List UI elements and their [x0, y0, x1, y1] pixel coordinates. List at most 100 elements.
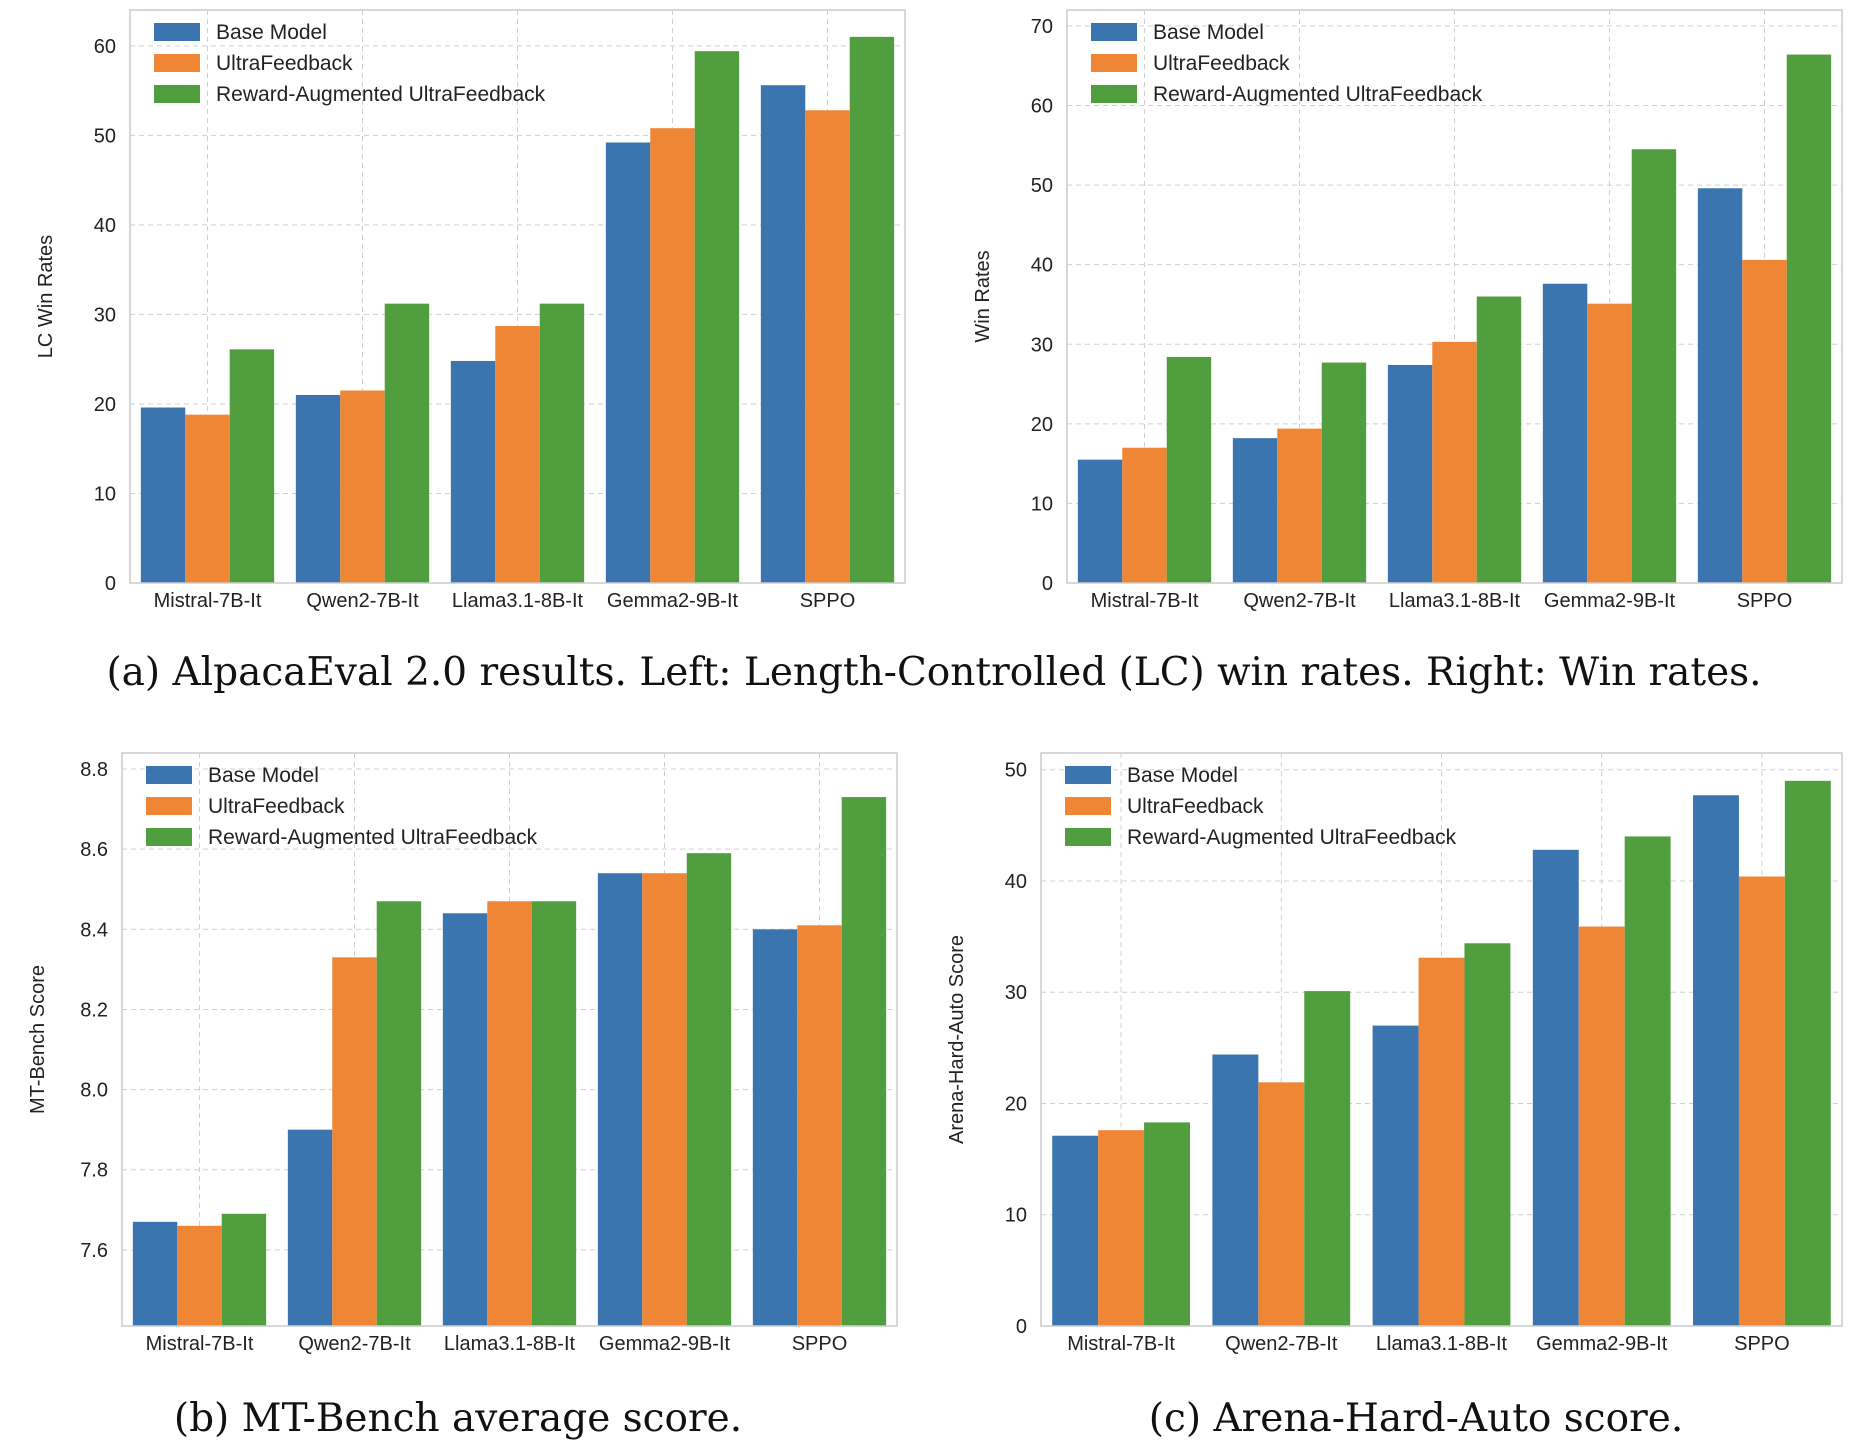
- bar-win-rates-s1-c2: [1432, 341, 1477, 583]
- bar-arena-hard-s1-c1: [1258, 1082, 1305, 1326]
- bar-arena-hard-s2-c2: [1464, 943, 1511, 1326]
- legend-label: Base Model: [1153, 21, 1264, 44]
- y-tick-label: 60: [94, 36, 116, 58]
- y-tick-label: 10: [1005, 1205, 1027, 1227]
- x-tick-label: Gemma2-9B-It: [1536, 1333, 1668, 1355]
- bar-arena-hard-s2-c4: [1784, 780, 1831, 1326]
- y-tick-label: 40: [1005, 871, 1027, 893]
- y-tick-label: 60: [1031, 96, 1053, 118]
- bar-lc-win-rates-s1-c4: [805, 110, 850, 584]
- bar-win-rates-s0-c1: [1232, 438, 1278, 583]
- legend-swatch: [1091, 23, 1137, 41]
- bar-win-rates-s1-c0: [1122, 447, 1167, 583]
- chart-lc-win-rates: 0 10 20 30 40 50 60 Mistral-7B-It Qwen2-7B-It Lla…: [35, 9, 906, 612]
- y-tick-label: 0: [1042, 573, 1053, 595]
- bar-arena-hard-s2-c3: [1624, 836, 1671, 1326]
- bar-arena-hard-s1-c2: [1418, 957, 1465, 1326]
- legend: Base Model UltraFeedback Reward-Augmented …: [154, 21, 546, 106]
- chart-mt-bench: 7.6 7.8 8.0 8.2 8.4 8.6 8.8 Mistral-7B-It Qwen2-…: [27, 752, 898, 1355]
- bar-win-rates-s1-c3: [1587, 303, 1632, 583]
- y-tick-label: 8.6: [80, 839, 108, 861]
- x-tick-label: Llama3.1-8B-It: [1389, 590, 1521, 612]
- bar-arena-hard-s0-c0: [1052, 1135, 1099, 1326]
- legend-label: Reward-Augmented UltraFeedback: [1127, 826, 1457, 849]
- legend-label: UltraFeedback: [1127, 795, 1264, 818]
- legend-swatch: [1091, 85, 1137, 103]
- caption-b: (b) MT-Bench average score.: [173, 1396, 743, 1441]
- legend-label: Reward-Augmented UltraFeedback: [208, 826, 538, 849]
- y-tick-label: 50: [1031, 175, 1053, 197]
- legend-label: Reward-Augmented UltraFeedback: [1153, 83, 1483, 106]
- y-tick-label: 40: [1031, 255, 1053, 277]
- y-tick-label: 20: [1031, 414, 1053, 436]
- legend-label: Base Model: [208, 764, 319, 787]
- x-tick-label: SPPO: [800, 590, 856, 612]
- chart-arena-hard: 0 10 20 30 40 50 Mistral-7B-It Qwen2-7B-It Llama…: [946, 752, 1843, 1355]
- bar-mt-bench-s1-c3: [642, 873, 687, 1326]
- x-tick-label: SPPO: [1734, 1333, 1790, 1355]
- y-tick-label: 40: [94, 215, 116, 237]
- y-tick-label: 30: [1005, 982, 1027, 1004]
- axes-frame: [1066, 9, 1843, 584]
- bar-lc-win-rates-s2-c2: [539, 303, 585, 583]
- legend-label: UltraFeedback: [216, 52, 353, 75]
- y-axis-label: Win Rates: [972, 250, 994, 342]
- bar-arena-hard-s2-c1: [1304, 991, 1351, 1326]
- bar-arena-hard-s1-c0: [1098, 1130, 1145, 1326]
- y-tick-label: 8.0: [80, 1080, 108, 1102]
- bar-win-rates-s0-c4: [1697, 188, 1743, 583]
- x-tick-label: Mistral-7B-It: [1067, 1333, 1175, 1355]
- x-tick-label: Llama3.1-8B-It: [1376, 1333, 1508, 1355]
- y-tick-label: 8.2: [80, 999, 108, 1021]
- bar-arena-hard-s0-c2: [1372, 1025, 1419, 1326]
- bar-win-rates-s2-c0: [1166, 356, 1212, 583]
- bar-arena-hard-s2-c0: [1144, 1122, 1190, 1326]
- bar-mt-bench-s0-c4: [752, 929, 798, 1326]
- bar-win-rates-s2-c1: [1321, 362, 1367, 583]
- legend-swatch: [1065, 828, 1111, 846]
- y-tick-label: 30: [94, 304, 116, 326]
- legend-label: Base Model: [1127, 764, 1238, 787]
- bar-mt-bench-s0-c2: [442, 913, 488, 1326]
- legend: Base Model UltraFeedback Reward-Augmented …: [1091, 21, 1483, 106]
- y-tick-label: 30: [1031, 334, 1053, 356]
- bar-win-rates-s2-c4: [1786, 54, 1832, 584]
- x-tick-label: SPPO: [792, 1333, 848, 1355]
- chart-win-rates: 0 10 20 30 40 50 60 70 Mistral-7B-It Qwen2-7B-It L…: [972, 9, 1843, 612]
- x-tick-label: SPPO: [1737, 590, 1793, 612]
- bar-mt-bench-s0-c1: [287, 1129, 333, 1326]
- legend-label: UltraFeedback: [1153, 52, 1290, 75]
- y-tick-label: 10: [94, 483, 116, 505]
- bar-lc-win-rates-s2-c1: [384, 303, 430, 583]
- bar-lc-win-rates-s0-c2: [450, 360, 496, 583]
- bar-win-rates-s0-c0: [1077, 459, 1123, 583]
- y-tick-label: 10: [1031, 493, 1053, 515]
- bar-mt-bench-s2-c2: [531, 901, 577, 1326]
- bar-mt-bench-s1-c4: [797, 925, 842, 1326]
- y-tick-label: 0: [105, 573, 116, 595]
- bar-mt-bench-s2-c4: [841, 797, 887, 1326]
- x-tick-label: Gemma2-9B-It: [599, 1333, 731, 1355]
- y-tick-label: 20: [1005, 1093, 1027, 1115]
- x-tick-label: Mistral-7B-It: [1091, 590, 1199, 612]
- bar-lc-win-rates-s0-c0: [140, 407, 186, 583]
- y-axis-label: LC Win Rates: [35, 235, 57, 358]
- caption-c: (c) Arena-Hard-Auto score.: [1148, 1396, 1684, 1441]
- bar-mt-bench-s2-c1: [376, 901, 422, 1326]
- x-tick-label: Mistral-7B-It: [146, 1333, 254, 1355]
- bar-arena-hard-s0-c4: [1693, 795, 1739, 1326]
- legend-label: UltraFeedback: [208, 795, 345, 818]
- bar-arena-hard-s0-c3: [1532, 849, 1579, 1326]
- legend-swatch: [146, 766, 192, 784]
- bar-lc-win-rates-s0-c1: [295, 394, 341, 583]
- bar-lc-win-rates-s1-c0: [185, 414, 230, 583]
- bar-win-rates-s0-c3: [1542, 283, 1588, 583]
- x-tick-label: Mistral-7B-It: [154, 590, 262, 612]
- axes-frame: [1040, 752, 1843, 1327]
- legend-swatch: [1065, 766, 1111, 784]
- axes-frame: [121, 752, 898, 1327]
- legend-label: Base Model: [216, 21, 327, 44]
- bar-mt-bench-s2-c3: [686, 853, 732, 1326]
- x-tick-label: Qwen2-7B-It: [1225, 1333, 1338, 1355]
- bar-arena-hard-s1-c4: [1738, 876, 1785, 1326]
